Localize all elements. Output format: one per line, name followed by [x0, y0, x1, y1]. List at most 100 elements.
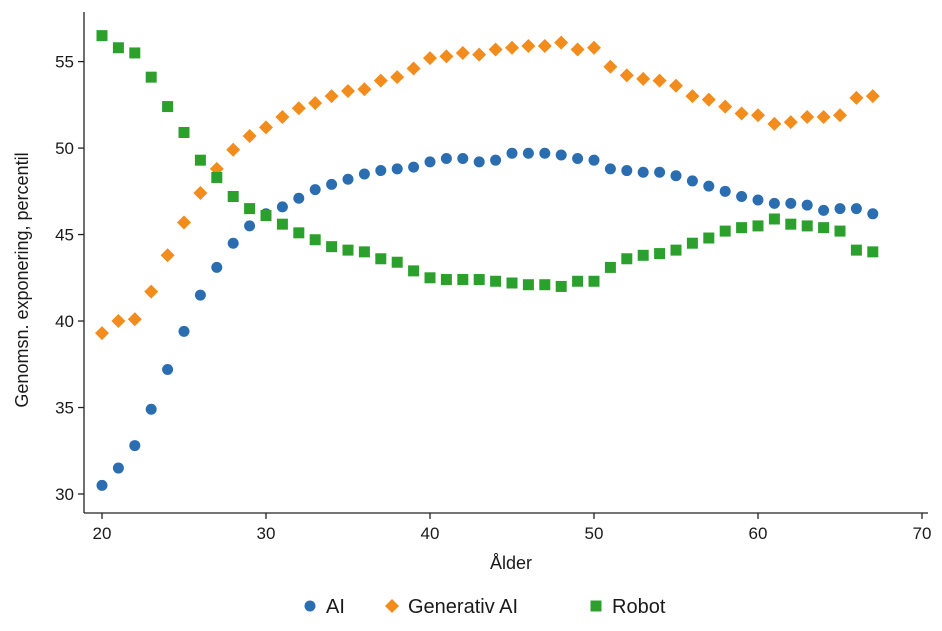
data-point-circle — [424, 156, 436, 168]
data-point-circle — [244, 220, 256, 232]
data-point-square — [801, 220, 813, 232]
data-point-square — [145, 71, 157, 83]
x-tick-label: 20 — [93, 524, 112, 543]
data-point-square — [112, 42, 124, 54]
data-point-diamond — [341, 83, 355, 98]
x-tick-label: 40 — [421, 524, 440, 543]
data-point-circle — [227, 237, 239, 249]
data-point-square — [818, 222, 830, 234]
data-point-circle — [850, 203, 862, 215]
data-point-diamond — [537, 39, 552, 54]
data-point-square — [834, 225, 846, 237]
legend-marker-diamond — [385, 599, 399, 613]
data-point-circle — [112, 462, 124, 474]
data-point-diamond — [259, 120, 273, 135]
data-point-diamond — [751, 108, 765, 123]
data-point-square — [785, 218, 797, 230]
data-point-square — [260, 210, 272, 222]
data-point-diamond — [669, 78, 683, 93]
data-point-circle — [293, 192, 305, 204]
data-point-diamond — [685, 89, 700, 104]
data-point-diamond — [373, 73, 388, 88]
data-point-diamond — [521, 39, 536, 54]
data-point-square — [473, 274, 485, 286]
data-point-circle — [375, 165, 387, 177]
data-point-diamond — [718, 99, 733, 114]
data-point-diamond — [324, 89, 339, 104]
data-point-square — [539, 279, 551, 291]
data-point-diamond — [816, 109, 831, 124]
data-point-square — [506, 277, 518, 289]
data-point-diamond — [488, 42, 503, 57]
data-point-diamond — [423, 51, 437, 66]
legend-marker-square — [590, 600, 602, 612]
data-point-diamond — [849, 90, 864, 105]
data-point-circle — [834, 203, 846, 215]
data-point-diamond — [291, 101, 306, 116]
data-point-square — [358, 246, 370, 258]
series-circle — [96, 147, 879, 491]
data-point-diamond — [275, 109, 290, 124]
data-point-square — [391, 256, 403, 268]
data-point-circle — [686, 175, 698, 187]
data-point-diamond — [783, 115, 798, 130]
data-point-circle — [408, 161, 420, 173]
data-point-diamond — [439, 49, 454, 64]
data-point-diamond — [455, 45, 470, 60]
data-point-circle — [818, 204, 830, 216]
data-point-square — [309, 234, 321, 246]
data-point-circle — [785, 197, 797, 209]
data-point-square — [194, 154, 206, 166]
data-point-diamond — [406, 61, 421, 76]
data-point-diamond — [127, 312, 142, 327]
data-point-diamond — [390, 70, 405, 85]
data-point-diamond — [472, 47, 487, 62]
y-tick-label: 30 — [55, 485, 74, 504]
legend-item: Generativ AI — [385, 596, 518, 618]
data-point-circle — [670, 170, 682, 182]
data-point-circle — [276, 201, 288, 213]
legend-item: Robot — [590, 596, 666, 618]
data-point-square — [867, 246, 879, 258]
y-tick-label: 55 — [55, 53, 74, 72]
data-point-diamond — [505, 40, 519, 55]
data-point-diamond — [767, 116, 782, 131]
data-point-circle — [621, 165, 633, 177]
data-point-circle — [736, 191, 748, 203]
data-point-square — [637, 249, 649, 261]
data-point-square — [96, 30, 108, 42]
data-point-circle — [539, 147, 551, 159]
data-point-diamond — [587, 40, 601, 55]
data-point-diamond — [619, 68, 634, 83]
data-point-square — [162, 101, 174, 113]
data-point-diamond — [554, 35, 569, 50]
data-point-diamond — [570, 42, 585, 57]
data-marks — [95, 30, 880, 491]
data-point-circle — [752, 194, 764, 206]
data-point-diamond — [242, 128, 257, 143]
legend-marker-circle — [304, 600, 316, 612]
data-point-circle — [178, 325, 190, 337]
data-point-circle — [129, 440, 141, 452]
data-point-square — [375, 253, 387, 265]
x-tick-label: 70 — [913, 524, 932, 543]
y-tick-label: 40 — [55, 312, 74, 331]
data-point-circle — [211, 261, 223, 273]
data-point-square — [572, 275, 584, 287]
data-point-circle — [604, 163, 616, 175]
data-point-square — [178, 127, 190, 139]
y-axis-title: Genomsn. exponering, percentil — [12, 152, 32, 407]
data-point-circle — [358, 168, 370, 180]
x-tick-label: 60 — [749, 524, 768, 543]
data-point-square — [490, 275, 502, 287]
data-point-circle — [522, 147, 534, 159]
data-point-square — [342, 244, 354, 256]
data-point-square — [670, 244, 682, 256]
legend-item: AI — [304, 596, 345, 618]
data-point-circle — [572, 152, 584, 164]
legend-label: Generativ AI — [408, 596, 518, 618]
data-point-circle — [637, 166, 649, 178]
data-point-square — [129, 47, 141, 59]
data-point-circle — [145, 403, 157, 415]
